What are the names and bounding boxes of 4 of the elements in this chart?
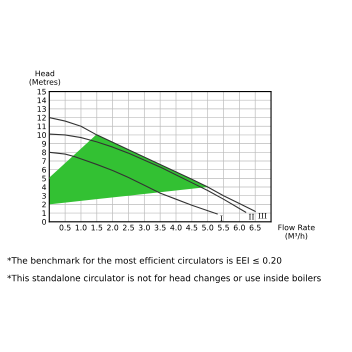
- text: *The benchmark for the most efficient circulators is EEI ≤ 0.20: [7, 256, 282, 264]
- text: *This standalone circulator is not for head changes or use inside boilers: [7, 274, 321, 284]
- line-series: [49, 152, 218, 214]
- line-series: [49, 117, 256, 212]
